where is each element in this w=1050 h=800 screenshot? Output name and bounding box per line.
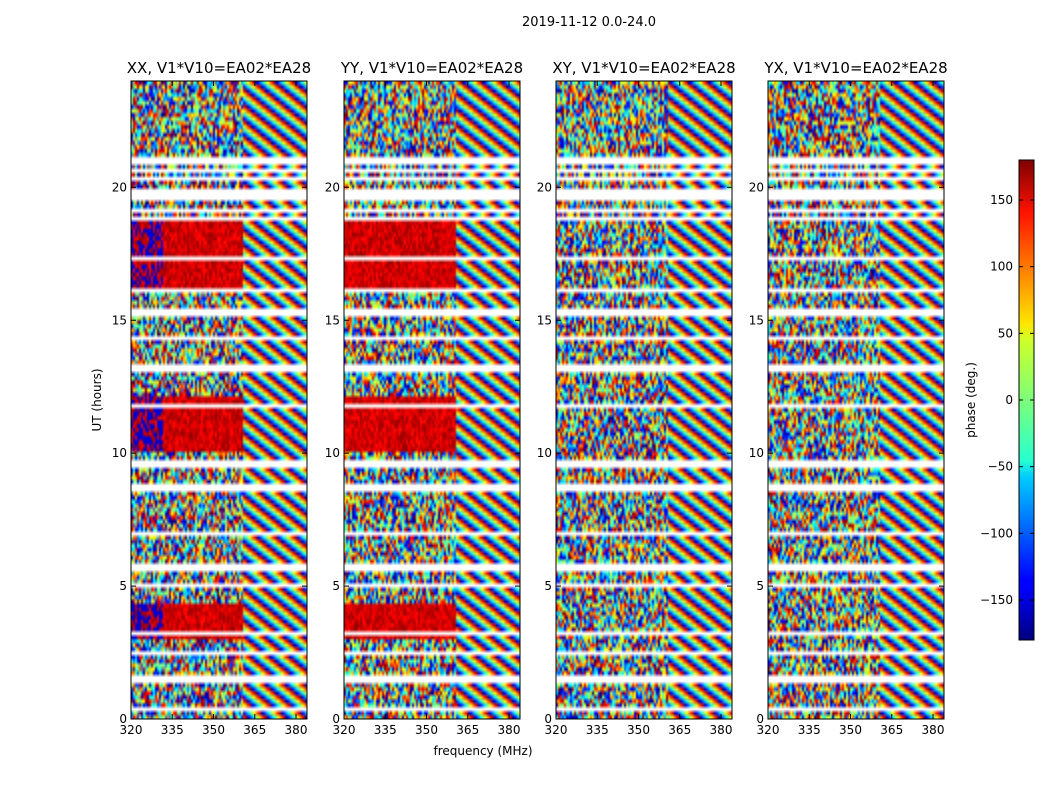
panel-title: XX, V1*V10=EA02*EA28 [127,59,311,77]
panel-frame [767,80,945,720]
panel-xx: XX, V1*V10=EA02*EA28 320 335 350 365 380 0 5 10 1… [112,59,312,737]
y-tick-label: 10 [537,446,552,460]
colorbar-tick-label: 100 [990,260,1013,274]
y-tick-label: 0 [119,712,127,726]
panel-frame [130,80,308,720]
colorbar-tick-label: −100 [980,526,1013,540]
panel-title: YX, V1*V10=EA02*EA28 [763,59,947,77]
y-tick-label: 10 [112,446,127,460]
y-tick-label: 20 [112,180,127,194]
x-tick-label: 335 [374,723,397,737]
panel-frame [343,80,521,720]
x-tick-label: 320 [333,723,356,737]
heatmap-yy [344,81,520,719]
x-tick-label: 365 [243,723,266,737]
x-tick-label: 350 [202,723,225,737]
colorbar-label: phase (deg.) [964,362,978,438]
x-tick-label: 320 [757,723,780,737]
panel-xy: XY, V1*V10=EA02*EA28 320 335 350 365 380 0 5 10 1… [537,59,736,737]
y-tick-label: 0 [544,712,552,726]
y-tick-label: 10 [749,446,764,460]
x-tick-label: 320 [120,723,143,737]
y-tick-label: 10 [325,446,340,460]
y-tick-label: 0 [332,712,340,726]
panels: XX, V1*V10=EA02*EA28 320 335 350 365 380 0 5 10 1… [112,59,948,737]
x-tick-label: 350 [839,723,862,737]
y-tick-label: 15 [325,313,340,327]
x-tick-label: 335 [161,723,184,737]
x-tick-label: 380 [498,723,521,737]
panel-title: XY, V1*V10=EA02*EA28 [552,59,735,77]
x-tick-label: 380 [285,723,308,737]
y-tick-label: 5 [756,579,764,593]
y-tick-label: 0 [756,712,764,726]
y-tick-label: 5 [332,579,340,593]
y-tick-label: 5 [119,579,127,593]
heatmap-yx [768,81,944,719]
x-tick-label: 365 [880,723,903,737]
y-tick-label: 5 [544,579,552,593]
colorbar-tick-label: 0 [1005,393,1013,407]
x-tick-label: 380 [922,723,945,737]
x-tick-label: 320 [545,723,568,737]
x-tick-label: 365 [456,723,479,737]
x-tick-label: 380 [710,723,733,737]
x-tick-label: 335 [798,723,821,737]
x-tick-label: 350 [627,723,650,737]
panel-title: YY, V1*V10=EA02*EA28 [340,59,523,77]
heatmap-xx [131,81,307,719]
x-tick-label: 335 [586,723,609,737]
panel-yx: YX, V1*V10=EA02*EA28 320 335 350 365 380 0 5 10 1… [749,59,948,737]
y-tick-label: 20 [537,180,552,194]
panel-frame [555,80,733,720]
figure-title: 2019-11-12 0.0-24.0 [522,15,656,30]
y-tick-label: 20 [325,180,340,194]
colorbar-tick-label: −50 [988,460,1013,474]
y-tick-label: 15 [749,313,764,327]
colorbar: −150 −100 −50 0 50 100 150 [980,159,1035,641]
colorbar-tick-label: 150 [990,193,1013,207]
y-tick-label: 15 [537,313,552,327]
colorbar-tick-label: 50 [998,326,1013,340]
x-tick-label: 365 [668,723,691,737]
x-tick-label: 350 [415,723,438,737]
y-tick-label: 15 [112,313,127,327]
y-axis-label: UT (hours) [90,368,104,431]
y-tick-label: 20 [749,180,764,194]
x-axis-label: frequency (MHz) [433,744,532,758]
heatmap-xy [556,81,732,719]
colorbar-tick-label: −150 [980,593,1013,607]
panel-yy: YY, V1*V10=EA02*EA28 320 335 350 365 380 0 5 10 1… [325,59,523,737]
